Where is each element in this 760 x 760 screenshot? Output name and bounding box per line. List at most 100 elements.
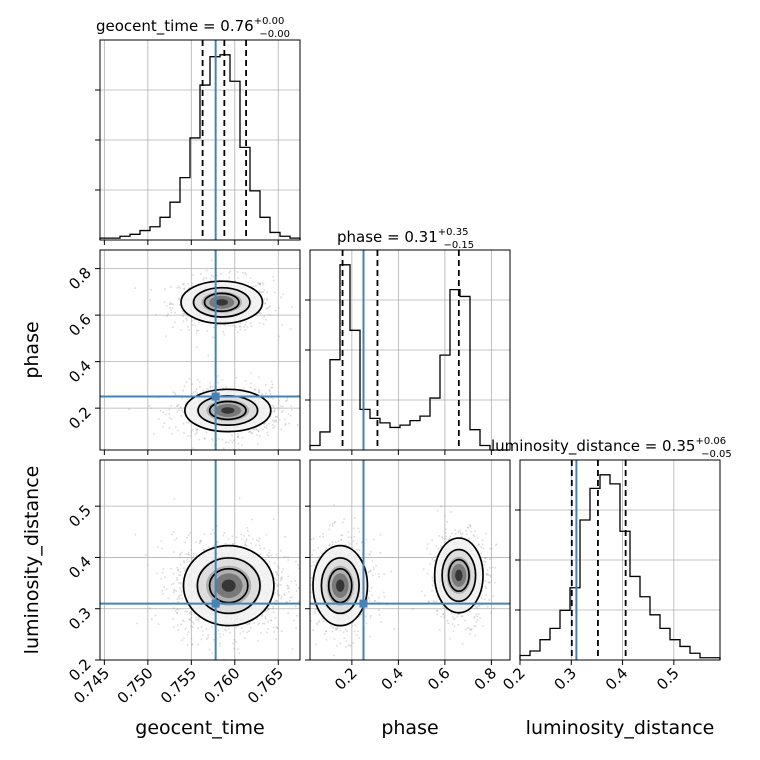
- xtick-label: 0.4: [378, 664, 408, 694]
- scatter-point: [174, 321, 176, 324]
- scatter-point: [170, 567, 172, 570]
- scatter-point: [221, 626, 224, 628]
- scatter-point: [218, 438, 221, 440]
- scatter-point: [383, 591, 385, 594]
- scatter-point: [354, 624, 357, 627]
- scatter-point: [237, 276, 239, 279]
- truth-marker: [211, 599, 220, 608]
- scatter-point: [257, 442, 259, 445]
- scatter-point: [178, 595, 181, 597]
- scatter-point: [173, 551, 175, 553]
- scatter-point: [268, 551, 270, 554]
- scatter-point: [172, 531, 175, 533]
- scatter-point: [198, 321, 200, 324]
- scatter-point: [477, 544, 480, 546]
- scatter-point: [249, 277, 252, 279]
- scatter-point: [264, 558, 267, 561]
- scatter-point: [378, 575, 380, 578]
- scatter-point: [188, 329, 191, 331]
- scatter-point: [372, 566, 375, 569]
- scatter-point: [348, 643, 351, 646]
- scatter-point: [173, 582, 175, 585]
- scatter-point: [245, 273, 248, 276]
- scatter-point: [219, 633, 221, 635]
- contour-line: [208, 567, 249, 604]
- scatter-point: [224, 542, 227, 545]
- scatter-point: [353, 630, 356, 633]
- scatter-point: [444, 515, 446, 517]
- scatter-point: [454, 532, 457, 535]
- scatter-point: [347, 541, 350, 544]
- scatter-point: [159, 409, 162, 412]
- scatter-point: [178, 582, 180, 584]
- scatter-point: [258, 312, 261, 314]
- title-luminosity-distance: luminosity_distance = 0.35+0.06 −0.05: [491, 436, 732, 460]
- scatter-point: [267, 608, 270, 610]
- scatter-point: [195, 429, 198, 432]
- scatter-point: [289, 600, 291, 602]
- scatter-point: [447, 622, 450, 625]
- scatter-point: [374, 599, 377, 602]
- scatter-point: [313, 564, 316, 566]
- scatter-point: [175, 590, 178, 593]
- scatter-point: [426, 572, 429, 575]
- scatter-point: [306, 611, 308, 613]
- scatter-point: [294, 605, 297, 608]
- scatter-point: [252, 285, 255, 288]
- scatter-point: [295, 560, 297, 563]
- scatter-point: [339, 629, 342, 632]
- scatter-point: [325, 630, 327, 632]
- scatter-point: [301, 292, 303, 294]
- scatter-point: [182, 422, 185, 425]
- scatter-point: [189, 531, 192, 534]
- scatter-point: [180, 294, 182, 297]
- scatter-point: [325, 620, 328, 623]
- scatter-point: [178, 403, 180, 406]
- scatter-point: [281, 578, 283, 580]
- ytick-label: 0.3: [65, 604, 95, 634]
- scatter-point: [277, 585, 280, 588]
- scatter-point: [239, 328, 242, 331]
- scatter-point: [273, 420, 275, 423]
- scatter-point: [291, 596, 293, 598]
- scatter-point: [265, 424, 268, 427]
- title-geocent-time-sub: −0.00: [259, 29, 290, 40]
- scatter-point: [237, 442, 240, 445]
- scatter-point: [253, 622, 256, 624]
- scatter-point: [262, 300, 265, 303]
- panel-frame: [309, 249, 511, 451]
- scatter-point: [257, 623, 259, 625]
- scatter-point: [177, 596, 180, 599]
- scatter-point: [281, 324, 283, 326]
- scatter-point: [490, 612, 492, 614]
- scatter-point: [261, 291, 263, 294]
- scatter-point: [480, 552, 483, 555]
- scatter-point: [189, 618, 191, 621]
- scatter-point: [191, 383, 193, 385]
- scatter-point: [445, 535, 447, 538]
- scatter-point: [275, 419, 278, 422]
- scatter-point: [217, 540, 219, 543]
- scatter-point: [331, 524, 334, 527]
- scatter-point: [272, 279, 275, 282]
- scatter-point: [161, 547, 163, 550]
- xtick-label: 0.6: [424, 664, 454, 694]
- scatter-point: [246, 526, 249, 529]
- scatter-point: [178, 597, 181, 600]
- scatter-point: [442, 606, 444, 608]
- scatter-point: [181, 597, 184, 600]
- scatter-point: [245, 538, 248, 541]
- scatter-point: [212, 275, 215, 278]
- scatter-point: [206, 330, 209, 332]
- scatter-point: [193, 318, 196, 321]
- scatter-point: [258, 312, 260, 314]
- scatter-point: [175, 537, 178, 540]
- scatter-point: [476, 615, 479, 618]
- xlabel-phase: phase: [381, 717, 438, 739]
- scatter-point: [213, 326, 215, 329]
- scatter-point: [359, 614, 361, 616]
- scatter-point: [248, 630, 250, 632]
- scatter-point: [187, 325, 189, 328]
- scatter-point: [227, 441, 230, 444]
- scatter-point: [341, 534, 344, 537]
